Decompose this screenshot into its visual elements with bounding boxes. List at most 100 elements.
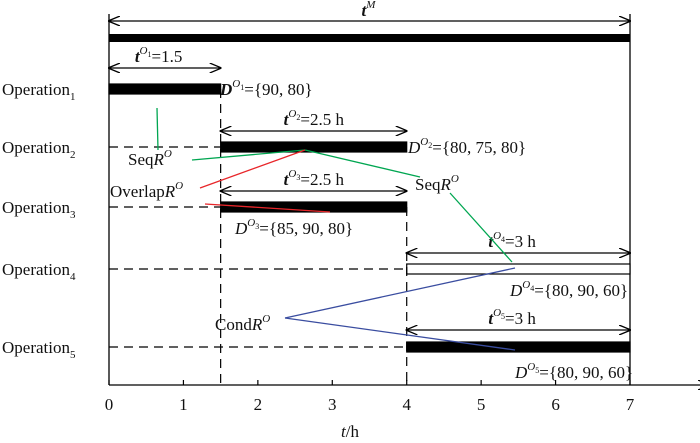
relation-name: Overlap (110, 182, 165, 201)
symbol: t (488, 232, 494, 251)
label-rest: =2.5 h (300, 170, 344, 189)
operation-label: Operation1 (2, 80, 75, 103)
label-rest: =1.5 (152, 47, 183, 66)
relation-label: OverlapRO (110, 180, 183, 201)
data-label: DO5={80, 90, 60} (514, 361, 633, 382)
symbol: t (284, 170, 290, 189)
operation-index: 1 (70, 91, 76, 103)
superscript: O (247, 217, 255, 229)
label-rest: =3 h (505, 232, 536, 251)
duration-label: tO5=3 h (488, 307, 536, 328)
operation-bar (406, 263, 631, 275)
superscript: O (164, 148, 172, 160)
relation-label: CondRO (215, 313, 270, 334)
relation-line (204, 203, 331, 213)
symbol: D (234, 219, 248, 238)
makespan-label: tM (362, 0, 377, 20)
operation-name: Operation (2, 198, 70, 217)
operation-index: 3 (70, 209, 76, 221)
superscript: O (493, 230, 501, 242)
label-rest: ={90, 80} (244, 80, 312, 99)
x-tick-label: 0 (105, 395, 114, 414)
relation-label: SeqRO (128, 148, 172, 169)
relation-name: Seq (128, 150, 154, 169)
operation-label: Operation2 (2, 138, 75, 161)
data-label: DO3={85, 90, 80} (234, 217, 353, 238)
label-rest: ={80, 90, 60} (539, 363, 633, 382)
relation-line (284, 317, 516, 351)
makespan-bar (109, 34, 630, 42)
relation-line (199, 149, 306, 189)
operation-bar (220, 141, 408, 153)
symbol: D (509, 281, 523, 300)
symbol: t (362, 1, 368, 20)
x-tick-label: 2 (254, 395, 263, 414)
operation-name: Operation (2, 138, 70, 157)
duration-label: tO1=1.5 (135, 45, 183, 66)
relation-name: Cond (215, 315, 252, 334)
x-tick-label: 1 (179, 395, 188, 414)
operation-index: 5 (70, 349, 76, 361)
axis-symbol: t (341, 422, 347, 441)
operation-bar (406, 341, 631, 353)
relation-symbol: R (153, 150, 165, 169)
relation-line (449, 192, 513, 263)
symbol: t (284, 110, 290, 129)
superscript: O (140, 45, 148, 57)
superscript-index: 1 (240, 83, 244, 92)
duration-label: tO4=3 h (488, 230, 536, 251)
symbol: t (135, 47, 141, 66)
x-tick-label: 4 (402, 395, 411, 414)
label-rest: ={80, 75, 80} (432, 138, 526, 157)
symbol: t (488, 309, 494, 328)
data-label: DO1={90, 80} (219, 78, 313, 99)
superscript: O (175, 180, 183, 192)
x-tick-label: 6 (551, 395, 560, 414)
operation-index: 2 (70, 149, 76, 161)
x-tick-label: 3 (328, 395, 337, 414)
superscript-index: 4 (530, 284, 534, 293)
superscript: O (232, 78, 240, 90)
data-label: DO4={80, 90, 60} (509, 279, 628, 300)
superscript: O (522, 279, 530, 291)
relation-symbol: R (440, 175, 452, 194)
superscript-index: 2 (296, 113, 300, 122)
superscript: O (527, 361, 535, 373)
superscript-index: 3 (296, 173, 300, 182)
operation-label: Operation5 (2, 338, 76, 361)
superscript-index: 4 (501, 235, 505, 244)
superscript: O (493, 307, 501, 319)
operation-label: Operation4 (2, 260, 76, 283)
x-axis-label: t/h (341, 422, 359, 441)
axis-unit: /h (346, 422, 360, 441)
relation-line (304, 149, 421, 178)
relation-label: SeqRO (415, 173, 459, 194)
operation-name: Operation (2, 338, 70, 357)
operation-label: Operation3 (2, 198, 76, 221)
label-rest: =3 h (505, 309, 536, 328)
superscript: O (288, 168, 296, 180)
label-rest: ={80, 90, 60} (534, 281, 628, 300)
symbol: D (514, 363, 528, 382)
symbol: D (407, 138, 421, 157)
relation-name: Seq (415, 175, 441, 194)
superscript: O (262, 313, 270, 325)
duration-label: tO3=2.5 h (284, 168, 345, 189)
operation-bar (108, 83, 222, 95)
operation-name: Operation (2, 80, 70, 99)
superscript: O (420, 136, 428, 148)
operation-index: 4 (70, 271, 76, 283)
superscript: M (365, 0, 376, 11)
relation-symbol: R (164, 182, 176, 201)
superscript: O (451, 173, 459, 185)
relation-line (284, 267, 516, 319)
superscript-index: 3 (255, 222, 259, 231)
relation-symbol: R (251, 315, 263, 334)
x-tick-label: 7 (626, 395, 635, 414)
relation-line (156, 107, 159, 151)
label-rest: ={85, 90, 80} (259, 219, 353, 238)
duration-label: tO2=2.5 h (284, 108, 345, 129)
superscript-index: 2 (428, 141, 432, 150)
operation-name: Operation (2, 260, 70, 279)
